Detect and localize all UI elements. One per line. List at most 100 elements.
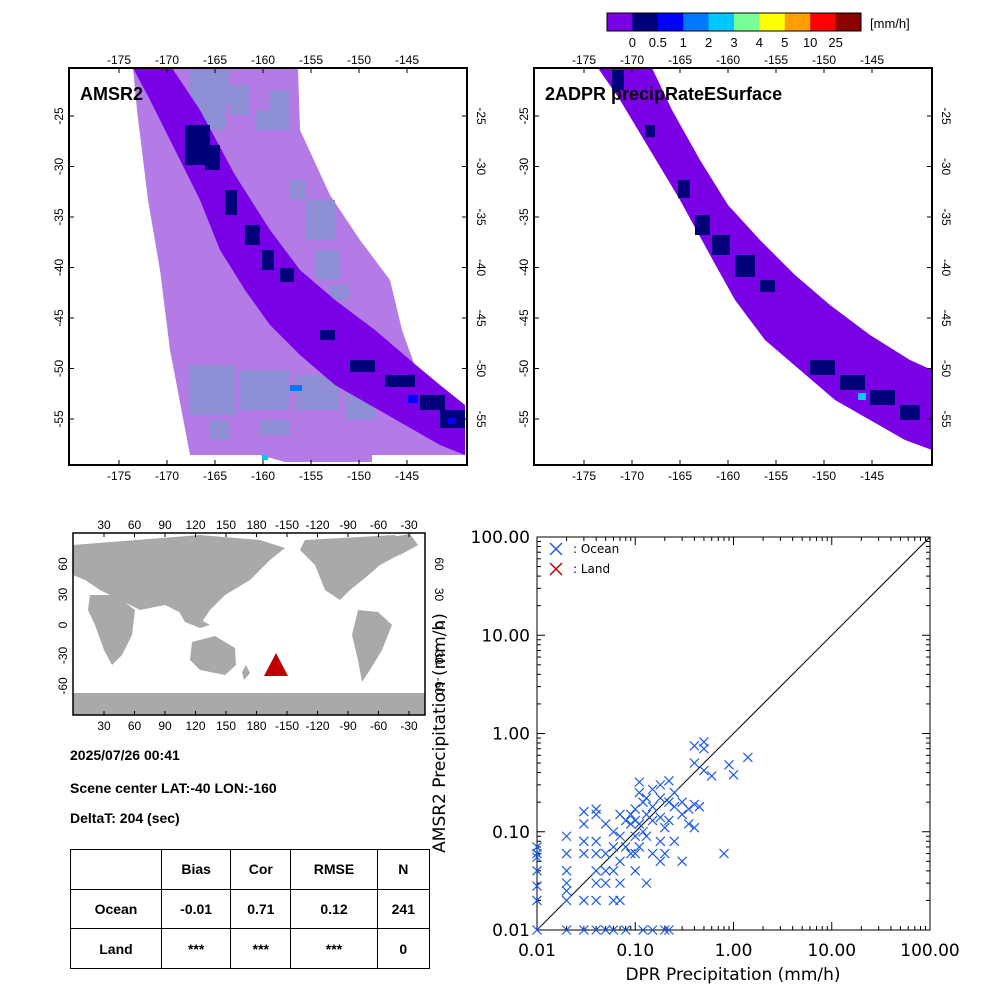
colorbar-cell [835, 13, 862, 31]
lon-tick-label-top: -150 [347, 53, 371, 67]
y-tick-label: 100.00 [471, 528, 530, 548]
rmse-cell: 0.12 [290, 888, 378, 930]
scatter-point [655, 836, 666, 847]
datetime-text: 2025/07/26 00:41 [70, 747, 180, 763]
colorbar-unit: [mm/h] [870, 16, 910, 31]
scatter-point [694, 801, 705, 812]
scatter-point [591, 865, 602, 876]
scatter-point [615, 856, 625, 867]
lat-tick-label-left: -50 [52, 360, 66, 378]
scatter-point [706, 770, 717, 781]
lat-tick-label-left: -25 [52, 107, 66, 125]
lat-tick-label-left: -40 [517, 259, 531, 277]
amsr2-map-title: AMSR2 [80, 84, 143, 104]
scatter-point [600, 878, 611, 889]
world-lat-label-left: -30 [56, 647, 70, 665]
lat-tick-label-left: -45 [52, 309, 66, 327]
lon-tick-label-bottom: -175 [107, 469, 131, 483]
world-lon-label-top: 120 [185, 518, 205, 532]
table-header-cell [70, 849, 162, 890]
lat-tick-label-right: -45 [474, 309, 488, 327]
scatter-point [663, 797, 674, 808]
scatter-point [620, 815, 631, 826]
colorbar-tick-label: 10 [803, 35, 817, 50]
row-label: Land [70, 928, 162, 969]
scatter-point [591, 878, 602, 889]
lon-tick-label-top: -145 [860, 53, 884, 67]
scatter-point [578, 819, 589, 829]
world-lon-label-top: -150 [275, 518, 299, 532]
scatter-point [742, 752, 753, 763]
colorbar-cell [683, 13, 710, 31]
land-masses [73, 534, 425, 715]
scatter-point [600, 925, 611, 935]
n-cell: 0 [376, 928, 431, 969]
delta-time-text: DeltaT: 204 (sec) [70, 810, 180, 826]
scatter-point [683, 804, 694, 815]
world-lat-label-left: 0 [56, 621, 70, 628]
world-lon-label-top: 30 [97, 518, 111, 532]
colorbar-tick-label: 5 [781, 35, 788, 50]
amsr2-heavy-rain [262, 385, 456, 460]
table-header-cell: RMSE [290, 849, 378, 890]
scatter-point [638, 826, 648, 837]
colorbar-tick-label: 2 [705, 35, 712, 50]
world-lon-label-bottom: -150 [275, 719, 299, 733]
x-tick-label: 10.00 [807, 941, 856, 961]
world-lon-label-top: 180 [246, 518, 266, 532]
y-tick-label: 1.00 [492, 725, 530, 745]
colorbar-cell [632, 13, 659, 31]
lat-tick-label-right: -50 [939, 360, 953, 378]
colorbar-tick-label: 1 [680, 35, 687, 50]
lat-tick-label-right: -30 [939, 158, 953, 176]
scatter-point [634, 777, 645, 788]
scatter-point [647, 784, 658, 795]
x-tick-label: 1.00 [715, 941, 753, 961]
scatter-point [578, 848, 589, 859]
colorbar-cell [607, 13, 633, 31]
scatter-point [578, 925, 589, 935]
lat-tick-label-right: -30 [474, 158, 488, 176]
world-lon-label-bottom: 120 [185, 719, 205, 733]
scatter-point [532, 895, 542, 906]
colorbar-cell [759, 13, 786, 31]
scatter-point [641, 793, 652, 804]
colorbar-tick-label: 4 [756, 35, 763, 50]
scatter-point [689, 822, 700, 833]
colorbar-cell [708, 13, 735, 31]
lat-tick-label-left: -45 [517, 309, 531, 327]
table-header-cell: N [376, 849, 431, 890]
world-lon-label-bottom: 60 [128, 719, 142, 733]
lat-tick-label-left: -35 [52, 208, 66, 226]
lat-tick-label-left: -25 [517, 107, 531, 125]
world-lon-label-bottom: 30 [97, 719, 111, 733]
dpr-moderate-rain [612, 70, 920, 420]
dpr-swath [598, 68, 932, 450]
lat-tick-label-right: -40 [939, 259, 953, 277]
lon-tick-label-bottom: -170 [620, 469, 644, 483]
table-row: Ocean -0.01 0.71 0.12 241 [70, 888, 431, 930]
scatter-point [647, 815, 658, 826]
lon-tick-label-bottom: -160 [251, 469, 275, 483]
lat-tick-label-left: -55 [52, 410, 66, 428]
lat-tick-label-right: -55 [939, 410, 953, 428]
scatter-plot: 0.010.01 0.10 0.10 1.00 1.00 10.00 10.00 100.00… [430, 528, 960, 985]
lat-tick-label-right: -35 [474, 208, 488, 226]
lon-tick-label-bottom: -145 [395, 469, 419, 483]
lat-tick-label-left: -40 [52, 259, 66, 277]
table-header-cell: Bias [160, 849, 232, 890]
scatter-point [578, 806, 589, 817]
scatter-point [620, 925, 631, 935]
scatter-point [689, 740, 700, 751]
colorbar-tick-label: 0.5 [649, 35, 667, 50]
dpr-heavy-rain [858, 393, 866, 400]
amsr2-light-rain-patches [180, 70, 375, 440]
scatter-point [561, 925, 572, 935]
scatter-point [620, 842, 631, 852]
scatter-point [719, 848, 729, 859]
scatter-point [647, 801, 658, 812]
lat-tick-label-left: -35 [517, 208, 531, 226]
lat-tick-label-right: -40 [474, 259, 488, 277]
lon-tick-label-bottom: -165 [668, 469, 692, 483]
scatter-point [728, 769, 739, 780]
